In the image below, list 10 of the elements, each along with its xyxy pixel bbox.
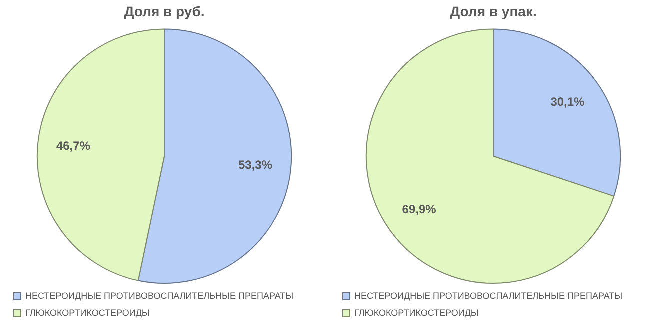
data-label: 69,9% [402,202,437,216]
data-label: 53,3% [238,158,273,172]
data-label: 46,7% [56,139,91,154]
legend-label: ГЛЮКОКОРТИКОСТЕРОИДЫ [354,308,479,318]
legend-label: НЕСТЕРОИДНЫЕ ПРОТИВОВОСПАЛИТЕЛЬНЫЕ ПРЕПАРАТЫ [26,290,294,301]
legend-label: НЕСТЕРОИДНЫЕ ПРОТИВОВОСПАЛИТЕЛЬНЫЕ ПРЕПАРАТЫ [354,290,623,301]
legend-label: ГЛЮКОКОРТИКОСТЕРОИДЫ [26,308,150,318]
data-label: 30,1% [550,95,586,110]
chart-title: Доля в упак. [450,3,537,20]
chart-title: Доля в руб. [124,3,205,20]
